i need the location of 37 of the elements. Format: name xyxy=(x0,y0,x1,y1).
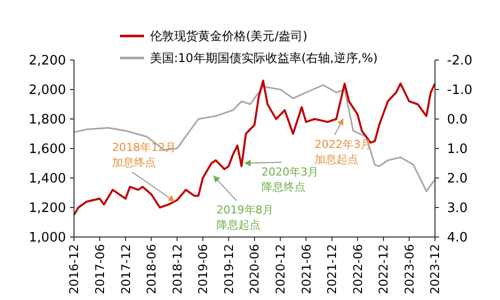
x-tick-label: 2017-12 xyxy=(118,244,133,294)
y-tick-label: 1,000 xyxy=(28,230,66,246)
x-tick-label: 2020-06 xyxy=(248,244,262,294)
x-tick-label: 2021-06 xyxy=(299,244,314,294)
y-tick-label: 1,800 xyxy=(28,112,66,128)
y-tick-label: 1,600 xyxy=(28,142,66,158)
y2-tick-label: 2.0 xyxy=(447,172,468,187)
legend-label: 美国:10年期国债实际收益率(右轴,逆序,%) xyxy=(150,51,378,66)
annotation: 2018年12月加息终点 xyxy=(112,141,176,170)
y-tick-label: 2,200 xyxy=(28,54,66,69)
y2-tick-label: 1.0 xyxy=(447,142,468,158)
annotation: 2022年3月加息起点 xyxy=(314,138,372,166)
x-tick-label: 2021-12 xyxy=(325,244,340,294)
y2-tick-label: 0.0 xyxy=(447,112,468,128)
x-tick-label: 2022-06 xyxy=(350,244,365,294)
y-tick-label: 1,400 xyxy=(28,172,66,187)
line-series xyxy=(73,80,436,216)
y-tick-label: 2,000 xyxy=(28,83,66,98)
y2-tick-label: 4.0 xyxy=(447,230,468,246)
y2-tick-label: -1.0 xyxy=(447,83,472,98)
x-tick-label: 2018-06 xyxy=(144,244,158,294)
legend-label: 伦敦现货黄金价格(美元/盎司) xyxy=(150,29,308,44)
x-tick-label: 2016-12 xyxy=(67,244,82,294)
annotation: 2019年8月降息起点 xyxy=(216,204,274,232)
x-tick-label: 2017-06 xyxy=(92,244,107,294)
y2-tick-label: -2.0 xyxy=(447,54,472,69)
x-tick-label: 2019-06 xyxy=(196,244,210,294)
x-tick-label: 2020-12 xyxy=(274,244,288,294)
annotation: 2020年3月降息终点 xyxy=(262,165,319,194)
x-tick-label: 2018-12 xyxy=(170,244,184,294)
y2-tick-label: 3.0 xyxy=(447,201,468,216)
x-tick-label: 2022-12 xyxy=(376,244,391,294)
line-series xyxy=(73,84,436,192)
y-tick-label: 1,200 xyxy=(28,201,66,216)
x-tick-label: 2023-06 xyxy=(402,244,416,294)
x-tick-label: 2019-12 xyxy=(222,244,236,294)
x-tick-label: 2023-12 xyxy=(428,244,442,294)
